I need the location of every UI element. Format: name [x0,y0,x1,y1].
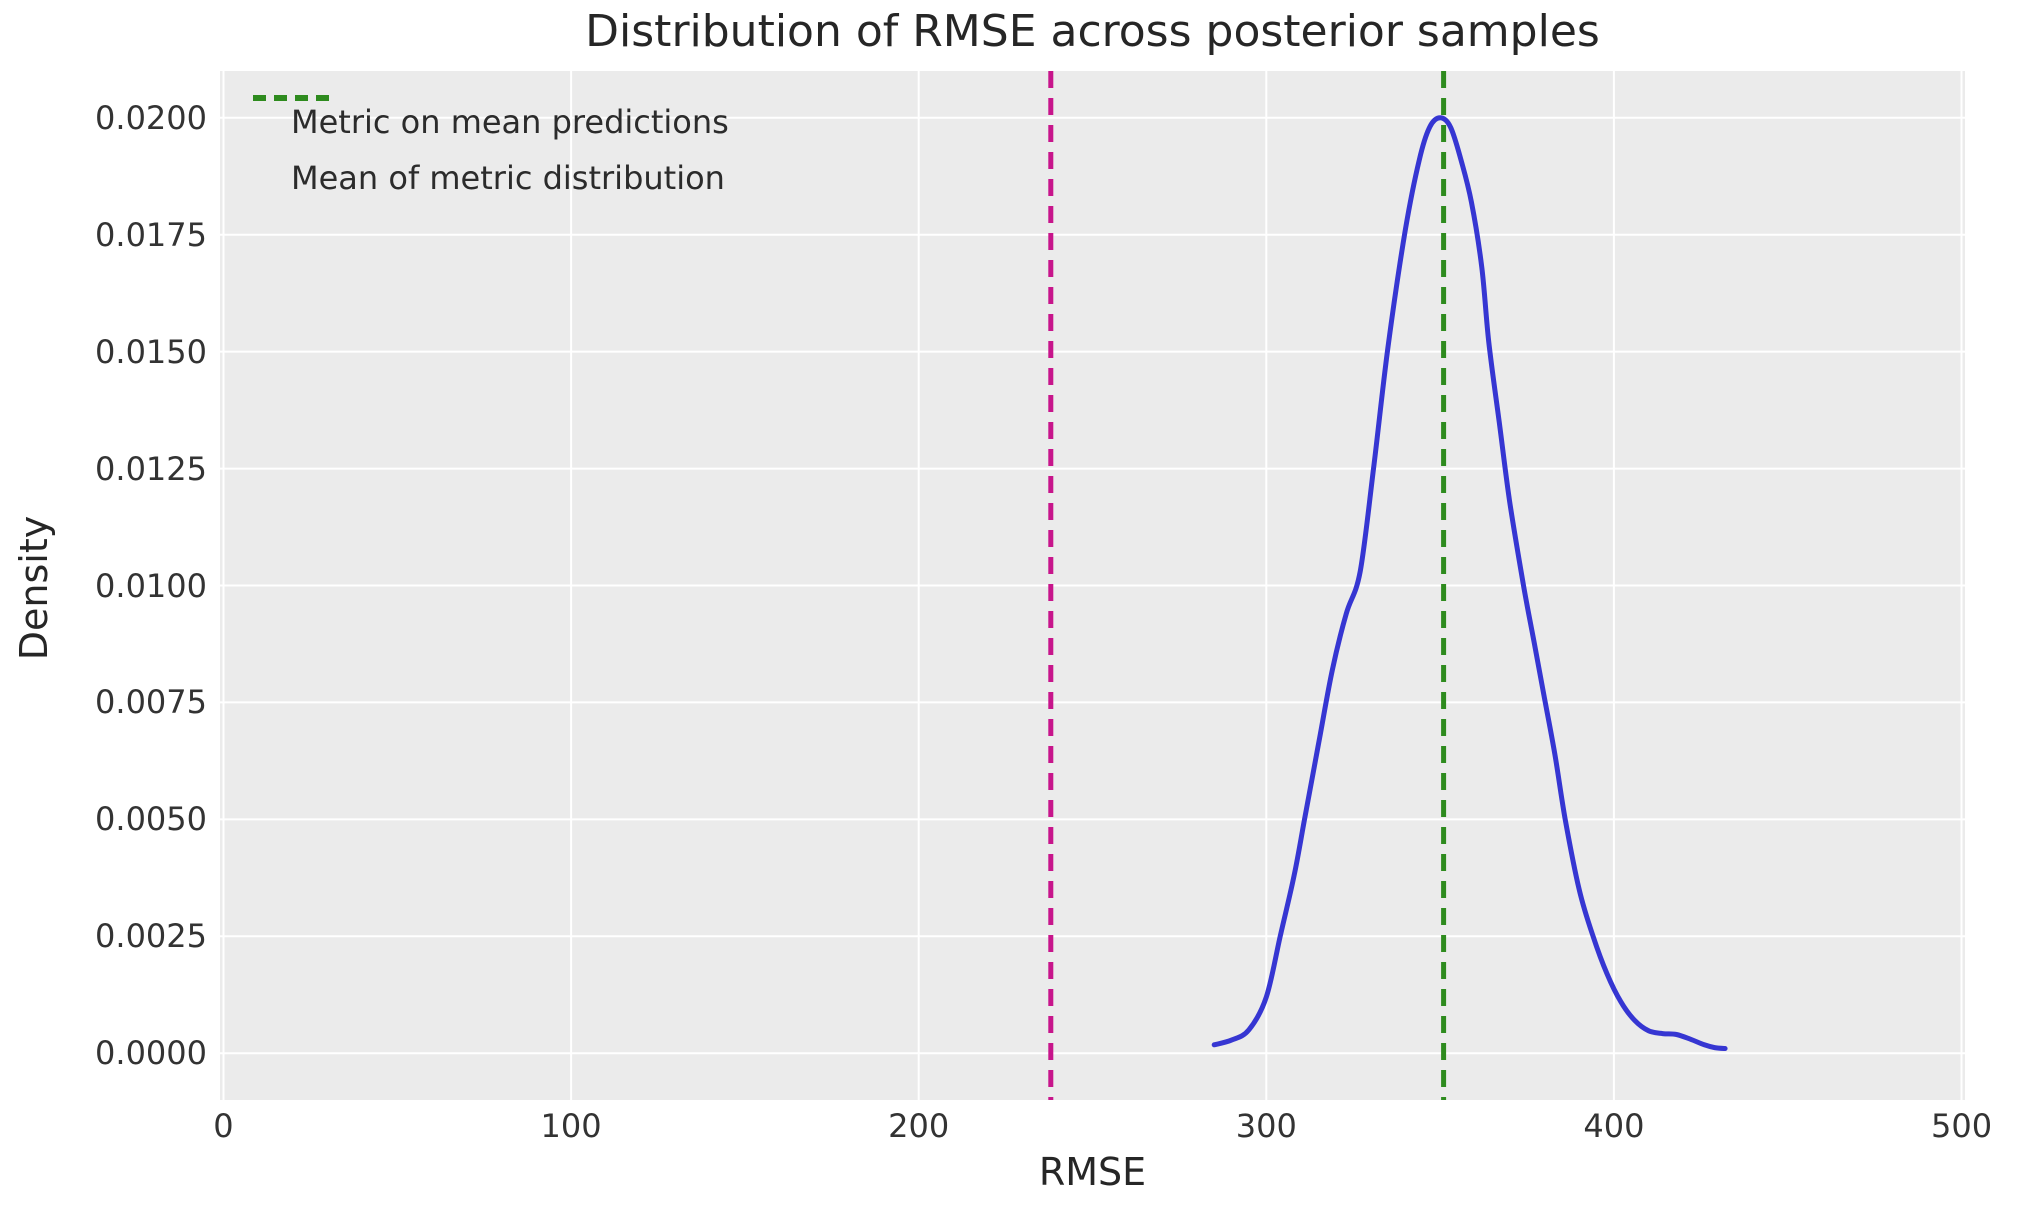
chart-title: Distribution of RMSE across posterior sa… [585,6,1600,57]
y-tick-label: 0.0075 [95,683,207,722]
x-tick-label: 100 [540,1107,602,1145]
y-tick-label: 0.0200 [95,98,207,137]
x-axis-label: RMSE [1038,1150,1147,1194]
kde-curve [1211,115,1728,1051]
legend-dash-icon [253,95,331,101]
y-tick-label: 0.0125 [95,449,207,488]
x-tick-label: 300 [1235,1107,1297,1145]
legend-item: Metric on mean predictions [253,94,729,150]
y-tick-label: 0.0000 [95,1034,207,1073]
y-tick-label: 0.0150 [95,332,207,371]
y-tick-label: 0.0025 [95,917,207,956]
legend-item-label: Metric on mean predictions [291,103,729,141]
x-tick-label: 400 [1583,1107,1645,1145]
y-tick-label: 0.0175 [95,215,207,254]
legend-item-label: Mean of metric distribution [291,159,725,197]
legend: Metric on mean predictions Mean of metric… [253,94,729,206]
legend-item: Mean of metric distribution [253,95,729,206]
x-tick-label: 200 [888,1107,950,1145]
y-tick-label: 0.0050 [95,800,207,839]
x-tick-label: 500 [1930,1107,1993,1145]
y-tick-label: 0.0100 [95,566,207,605]
x-tick-label: 0 [213,1107,234,1145]
